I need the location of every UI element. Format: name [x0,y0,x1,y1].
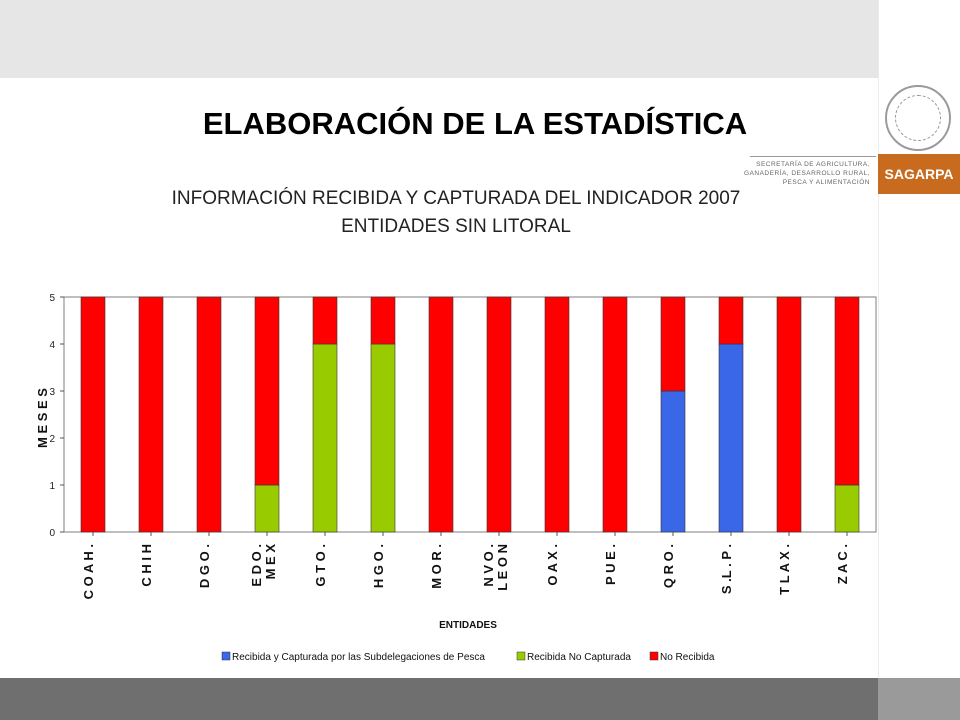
brand-subtitle: SECRETARÍA DE AGRICULTURA, GANADERÍA, DE… [690,160,870,187]
bar-segment [834,296,860,486]
bottom-band [0,678,878,720]
bar-segment [312,343,338,533]
y-tick-label: 2 [49,434,55,445]
x-tick-label: Z A C . [835,544,850,584]
plot-area [63,296,877,533]
chart-subtitle-line1: INFORMACIÓN RECIBIDA Y CAPTURADA DEL IND… [171,188,741,209]
brand-sub-line: GANADERÍA, DESARROLLO RURAL, [744,170,870,177]
x-tick-label: L E O N [495,544,510,591]
y-tick-label: 1 [49,481,55,492]
x-tick-label: T L A X . [777,544,792,595]
bar-segment [370,296,396,345]
y-tick-label: 5 [49,293,55,304]
x-tick-label: M E X [263,544,278,580]
x-tick-label: H G O . [371,544,386,588]
x-tick-label: Q R O . [661,544,676,588]
x-tick-label: C O A H . [81,544,96,599]
bar-segment [254,296,280,486]
x-tick-label: G T O . [313,544,328,587]
bar-segment [660,296,686,392]
y-tick-label: 3 [49,387,55,398]
bar-segment [80,296,106,533]
coat-of-arms-icon [885,85,951,151]
bar-segment [254,484,280,533]
x-tick-label: S .L . P . [719,544,734,594]
bottom-band-right [878,678,960,720]
x-tick-label: M O R . [429,544,444,589]
bar-segment [544,296,570,533]
bar-segment [196,296,222,533]
page-title: ELABORACIÓN DE LA ESTADÍSTICA [202,106,748,141]
legend-label: Recibida y Capturada por las Subdelegaci… [232,652,485,663]
x-tick-label: D G O . [197,544,212,588]
bar-segment [602,296,628,533]
y-tick-label: 0 [49,528,55,539]
legend-label: No Recibida [660,652,715,663]
legend-swatch [221,651,231,661]
y-tick-label: 4 [49,340,55,351]
x-tick-label: E D O . [249,544,264,587]
x-tick-label: N V O . [481,544,496,587]
bar-segment [138,296,164,533]
bar-segment [428,296,454,533]
legend-swatch [649,651,659,661]
x-axis-label: ENTIDADES [439,620,497,631]
top-band [0,0,878,78]
chart-subtitle-line2: ENTIDADES SIN LITORAL [341,216,571,237]
legend-swatch [516,651,526,661]
brand-sub-line: SECRETARÍA DE AGRICULTURA, [756,161,870,168]
bar-segment [718,343,744,533]
x-tick-label: P U E . [603,544,618,585]
bar-segment [486,296,512,533]
x-tick-label: O A X . [545,544,560,586]
brand-divider [750,156,876,157]
legend-label: Recibida No Capturada [527,652,631,663]
sagarpa-logo: SAGARPA [878,154,960,194]
bar-segment [834,484,860,533]
brand-name: SAGARPA [884,166,954,182]
brand-sub-line: PESCA Y ALIMENTACIÓN [782,179,870,186]
y-axis-label: M E S E S [35,388,50,448]
bar-segment [718,296,744,345]
bar-segment [660,390,686,533]
bar-segment [776,296,802,533]
x-tick-label: C H I H [139,544,154,587]
bar-segment [370,343,396,533]
bar-segment [312,296,338,345]
